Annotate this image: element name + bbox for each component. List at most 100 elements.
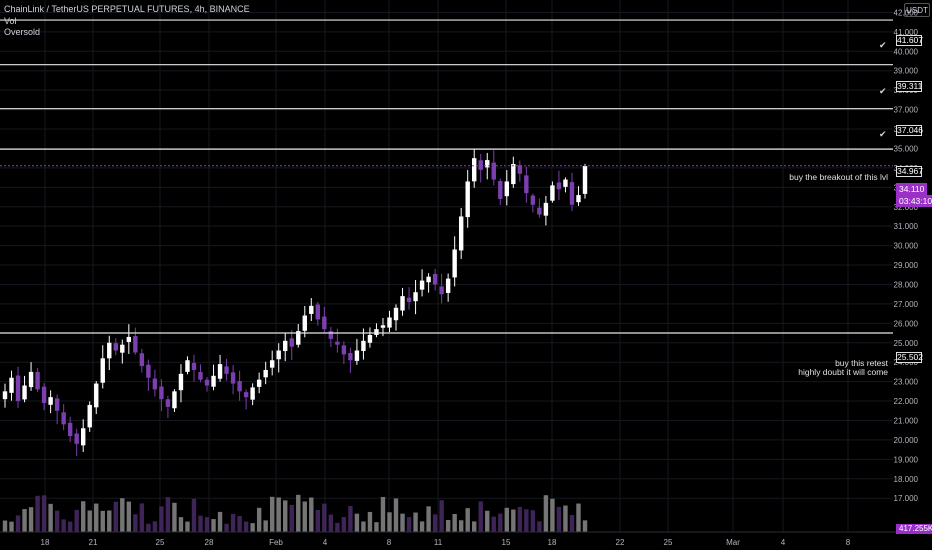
candle-body [348,353,353,361]
volume-bar [28,507,34,532]
candle-body [243,392,249,398]
volume-bar [537,521,542,532]
volume-bar [35,495,40,532]
candle-body [152,378,158,390]
volume-bar [230,513,236,532]
annotation-retest[interactable]: buy this retest [835,358,888,368]
level-label-25502[interactable]: 25.502 [896,352,923,363]
candle-body [41,386,47,403]
volume-bar [191,498,197,532]
y-tick-label: 22.000 [894,397,919,406]
volume-bar [426,506,431,532]
candle-body [2,391,8,400]
grid [0,0,893,532]
candle-body [387,317,392,328]
candle-body [256,379,262,387]
y-tick-label: 30.000 [894,242,919,251]
volume-bar [485,510,490,532]
level-label-37046[interactable]: 37.046 [896,125,923,136]
candle-body [48,397,53,405]
candle-body [556,182,562,190]
x-tick-label: Feb [269,538,283,547]
volume-bar [15,515,21,532]
volume-bar [67,521,73,532]
x-tick-label: 25 [156,538,165,547]
candle-body [393,307,399,321]
candle-body [322,316,327,330]
candle-body [472,158,477,182]
volume-bar [22,509,27,532]
alert-bell-icon[interactable]: ✔ [879,86,887,96]
level-label-34967[interactable]: 34.967 [896,166,923,177]
annotation-breakout[interactable]: buy the breakout of this lvl [789,172,888,182]
alert-bell-icon[interactable]: ✔ [879,129,887,139]
volume-bar [445,520,451,532]
x-tick-label: 8 [387,538,392,547]
candle-body [465,181,470,218]
candle-body [582,165,588,194]
x-tick-label: 11 [434,538,443,547]
x-tick-label: 21 [89,538,98,547]
candle-body [309,305,314,314]
volume-bar [419,521,425,532]
candle-body [413,292,418,302]
level-label-39311[interactable]: 39.311 [896,81,923,92]
annotation-doubt[interactable]: highly doubt it will come [798,367,888,377]
candle-body [74,433,79,444]
y-tick-label: 18.000 [894,475,919,484]
candle-body [328,331,334,339]
candle-body [81,428,86,446]
volume-bar [87,510,92,532]
candle-body [250,387,255,400]
volume-bar [269,496,275,532]
volume-bar [283,500,288,532]
volume-bar [556,506,562,532]
volume-bar [498,513,503,532]
candle-body [230,372,236,384]
candle-body [543,202,549,216]
candle-body [511,164,516,185]
volume-value-tag: 417.255K [896,524,932,534]
volume-bar [74,509,79,532]
y-tick-label: 21.000 [894,416,919,425]
volume-bar [54,510,60,532]
candle-body [315,304,321,320]
volume-bar [491,516,496,532]
volume-bar [387,512,392,532]
countdown-tag: 03:43:10 [896,195,932,207]
y-tick-label: 35.000 [894,144,919,153]
volume-bar [361,521,366,532]
candle-body [524,175,529,194]
last-price-tag: 34.110 [896,183,928,195]
level-label-41607[interactable]: 41.607 [896,35,923,46]
x-tick-label: 8 [846,538,851,547]
volume-bar [100,510,105,532]
candle-body [54,398,60,411]
volume-bar [406,517,412,532]
candle-body [126,336,132,342]
candle-body [61,412,66,425]
oversold-indicator-label[interactable]: Oversold [4,27,41,37]
candle-body [94,383,99,408]
candle-body [498,181,503,199]
candle-body [302,315,307,331]
candles [2,149,588,457]
y-tick-label: 42.000 [894,8,919,17]
alert-bell-icon[interactable]: ✔ [879,40,887,50]
volume-indicator-label[interactable]: Vol [4,16,17,26]
volume-bar [224,523,229,532]
volume-bar [178,517,184,532]
candle-body [406,297,412,302]
volume-bar [393,498,399,532]
candle-body [276,350,281,360]
y-tick-label: 19.000 [894,455,919,464]
volume-bar [328,514,334,532]
candle-body [133,336,138,353]
currency-button[interactable]: USDT [904,3,930,17]
candle-body [400,296,405,311]
volume-bar [113,501,118,532]
volume-bar [432,514,438,532]
volume-bar [524,509,529,532]
volume-bar [472,521,477,532]
